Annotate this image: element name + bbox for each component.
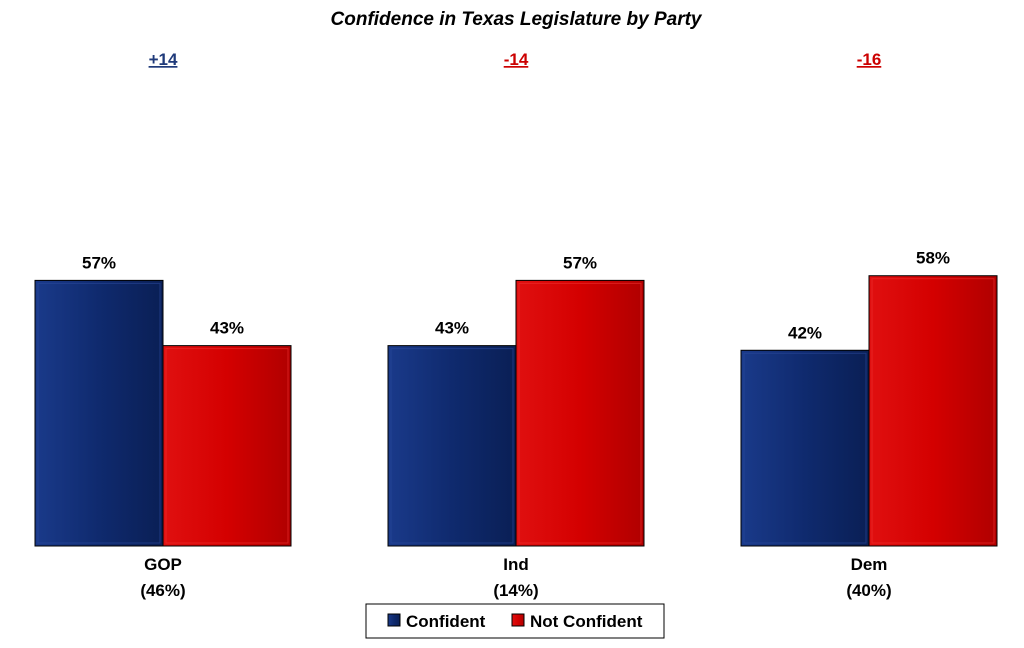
chart-title: Confidence in Texas Legislature by Party — [331, 9, 703, 30]
bar-confident-dem — [740, 349, 870, 547]
net-label: -16 — [857, 50, 882, 69]
bar-bevel — [518, 282, 642, 544]
bar-not-confident-ind — [515, 279, 645, 547]
legend-label: Confident — [406, 612, 486, 631]
bar-confident-gop — [34, 279, 164, 547]
data-label: 57% — [563, 253, 597, 272]
net-label: -14 — [504, 50, 529, 69]
data-label: 42% — [788, 323, 822, 342]
legend-label: Not Confident — [530, 612, 643, 631]
bar-bevel — [165, 348, 289, 544]
data-label: 43% — [435, 319, 469, 338]
bar-bevel — [390, 348, 514, 544]
legend-swatch-confident — [387, 613, 401, 627]
category-label: GOP — [144, 555, 182, 574]
category-sublabel: (14%) — [493, 581, 538, 600]
bar-not-confident-dem — [868, 275, 998, 547]
bar-not-confident-gop — [162, 345, 292, 547]
bar-bevel — [743, 352, 867, 544]
category-label: Ind — [503, 555, 529, 574]
data-label: 43% — [210, 319, 244, 338]
net-label: +14 — [149, 50, 178, 69]
legend: Confident Not Confident — [365, 603, 665, 639]
data-label: 57% — [82, 253, 116, 272]
plot-area: 57% 43% GOP (46%) +14 43% 57% Ind (14%) -14 42% 58%… — [34, 50, 998, 600]
category-sublabel: (46%) — [140, 581, 185, 600]
legend-swatch-not-confident — [511, 613, 525, 627]
category-sublabel: (40%) — [846, 581, 891, 600]
category-label: Dem — [851, 555, 888, 574]
data-label: 58% — [916, 249, 950, 268]
bar-confident-ind — [387, 345, 517, 547]
bar-bevel — [37, 282, 161, 544]
bar-bevel — [871, 278, 995, 544]
